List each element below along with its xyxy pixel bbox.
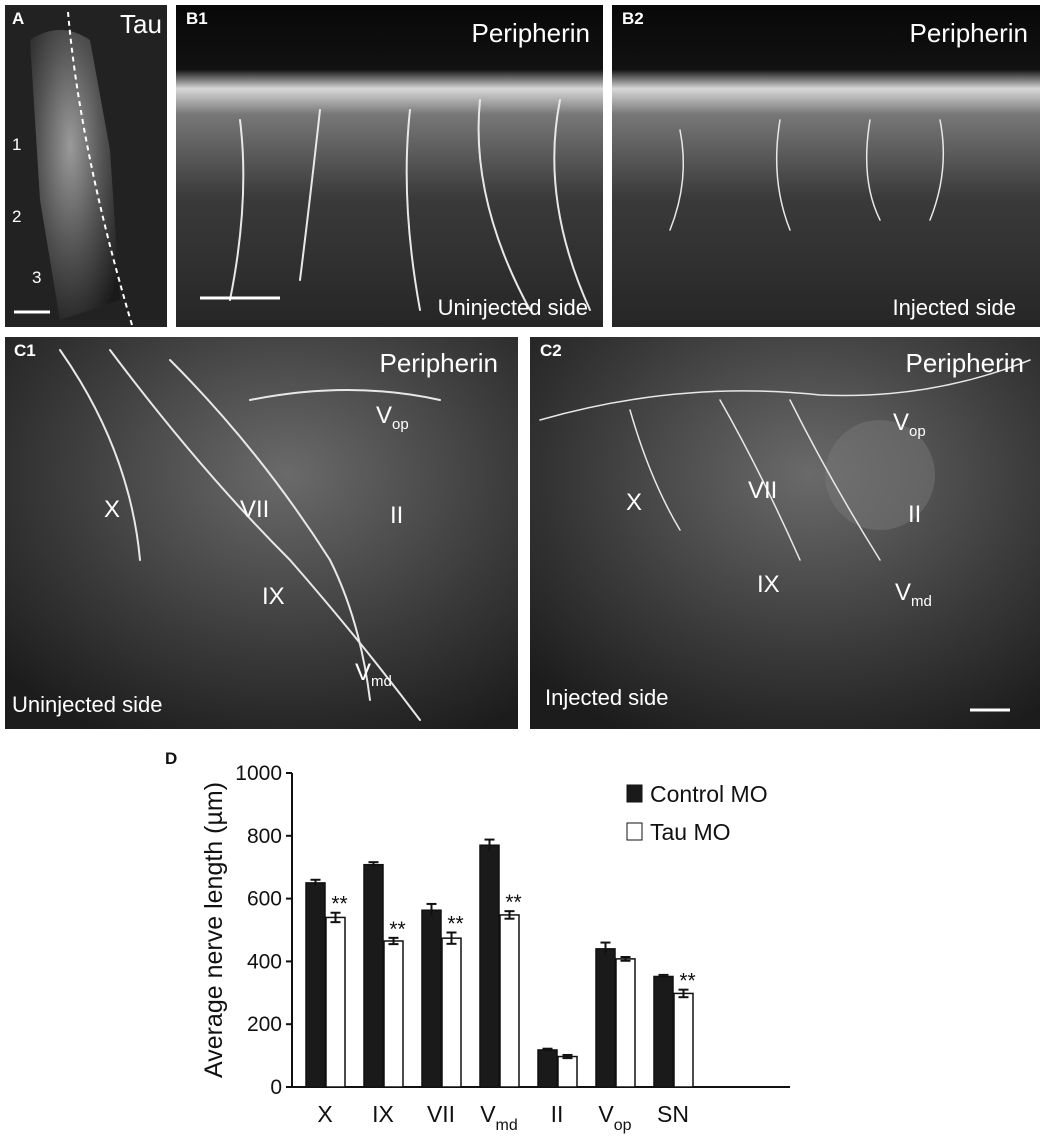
y-tick-label: 600 bbox=[247, 888, 282, 911]
panel-a: A Tau 1 2 3 bbox=[5, 5, 167, 327]
x-tick-label-sub: op bbox=[614, 1117, 632, 1134]
x-tick-label: X bbox=[317, 1101, 332, 1127]
marker-3: 3 bbox=[32, 268, 41, 287]
nerve-fibers bbox=[229, 99, 591, 311]
panel-id: A bbox=[12, 9, 24, 28]
bar-tau-mo bbox=[673, 992, 694, 1088]
bar-tau-mo bbox=[325, 916, 346, 1088]
bar-control-mo bbox=[595, 948, 616, 1088]
x-tick-label: Vmd bbox=[480, 1101, 518, 1134]
panel-label: Peripherin bbox=[471, 18, 590, 48]
nerve-fibers bbox=[59, 349, 441, 721]
bar-tau-mo bbox=[557, 1055, 578, 1088]
y-axis-label: Average nerve length (µm) bbox=[200, 782, 228, 1078]
bar-control-mo bbox=[479, 844, 500, 1088]
y-tick-label: 200 bbox=[247, 1013, 282, 1036]
nerve-label-x: X bbox=[104, 496, 120, 523]
significance-marker: ** bbox=[447, 913, 463, 936]
y-tick-label: 400 bbox=[247, 950, 282, 973]
bar-tau-mo bbox=[383, 940, 404, 1088]
nerve-label-vop: Vop bbox=[893, 409, 926, 440]
x-tick-label: VII bbox=[427, 1101, 455, 1127]
embryo-image bbox=[30, 30, 120, 320]
nerve-label-vmd: Vmd bbox=[355, 659, 392, 690]
x-tick-label-main: II bbox=[551, 1101, 564, 1127]
y-tick-label: 800 bbox=[247, 825, 282, 848]
side-label: Uninjected side bbox=[12, 692, 162, 717]
panel-label: Tau bbox=[120, 9, 162, 39]
legend-label: Control MO bbox=[650, 781, 768, 807]
significance-marker: ** bbox=[331, 893, 347, 916]
panel-id: B2 bbox=[622, 9, 644, 28]
nerve-label-ix: IX bbox=[757, 571, 780, 598]
bar-control-mo bbox=[653, 975, 674, 1088]
panel-id: C1 bbox=[14, 341, 36, 360]
significance-marker: ** bbox=[389, 918, 405, 941]
panel-id: D bbox=[165, 749, 177, 768]
nerve-label-ii: II bbox=[390, 502, 403, 529]
panel-label: Peripherin bbox=[905, 348, 1024, 378]
x-tick-label-main: VII bbox=[427, 1101, 455, 1127]
significance-marker: ** bbox=[679, 970, 695, 993]
nerve-fibers bbox=[539, 359, 1031, 561]
y-tick-label: 0 bbox=[270, 1076, 282, 1099]
nerve-label-ii: II bbox=[908, 501, 921, 528]
panel-id: B1 bbox=[186, 9, 208, 28]
nerve-label-vmd: Vmd bbox=[895, 579, 932, 610]
bar-control-mo bbox=[363, 863, 384, 1088]
x-tick-label-sub: md bbox=[496, 1117, 518, 1134]
nerve-label-x: X bbox=[626, 489, 642, 516]
bar-tau-mo bbox=[615, 958, 636, 1088]
x-tick-label: Vop bbox=[598, 1101, 631, 1134]
x-tick-label-main: V bbox=[598, 1101, 614, 1127]
legend-swatch bbox=[626, 822, 643, 841]
panel-b2-image bbox=[612, 5, 1040, 327]
side-label: Injected side bbox=[545, 685, 669, 710]
panel-id: C2 bbox=[540, 341, 562, 360]
bar-chart: D Average nerve length (µm) 0 200 400 600 80… bbox=[165, 749, 790, 1134]
panel-c1: C1 Peripherin Uninjected side X VII IX I… bbox=[5, 337, 518, 729]
x-tick-label: SN bbox=[657, 1101, 689, 1127]
bar-control-mo bbox=[305, 882, 326, 1088]
nerve-label-ix: IX bbox=[262, 583, 285, 610]
bar-tau-mo bbox=[441, 937, 462, 1088]
x-tick-label-main: V bbox=[480, 1101, 496, 1127]
x-tick-label-main: SN bbox=[657, 1101, 689, 1127]
panel-label: Peripherin bbox=[379, 348, 498, 378]
side-label: Injected side bbox=[892, 295, 1016, 320]
panel-c1-image bbox=[5, 337, 518, 729]
bar-control-mo bbox=[421, 909, 442, 1088]
panel-label: Peripherin bbox=[909, 18, 1028, 48]
midline-dashed bbox=[67, 11, 133, 326]
nerve-label-vii: VII bbox=[748, 477, 777, 504]
y-tick-label: 1000 bbox=[235, 762, 282, 785]
bar-tau-mo bbox=[499, 914, 520, 1088]
panel-c2-image bbox=[530, 337, 1040, 729]
legend-swatch bbox=[626, 784, 643, 803]
panel-b2: B2 Peripherin Injected side bbox=[612, 5, 1040, 327]
bar-control-mo bbox=[537, 1049, 558, 1088]
nerve-label-vop: Vop bbox=[376, 402, 409, 433]
side-label: Uninjected side bbox=[438, 295, 588, 320]
marker-1: 1 bbox=[12, 135, 21, 154]
x-tick-label: IX bbox=[372, 1101, 394, 1127]
marker-2: 2 bbox=[12, 207, 21, 226]
panel-c2: C2 Peripherin Injected side X VII IX II … bbox=[530, 337, 1040, 729]
panel-b1-image bbox=[176, 5, 603, 327]
panel-b1: B1 Peripherin Uninjected side bbox=[176, 5, 603, 327]
legend-label: Tau MO bbox=[650, 819, 731, 845]
x-tick-label-main: IX bbox=[372, 1101, 394, 1127]
significance-marker: ** bbox=[505, 891, 521, 914]
nerve-label-vii: VII bbox=[240, 496, 269, 523]
nerve-fibers bbox=[669, 119, 945, 231]
x-tick-label: II bbox=[551, 1101, 564, 1127]
x-tick-label-main: X bbox=[317, 1101, 332, 1127]
eye-region bbox=[825, 420, 935, 530]
